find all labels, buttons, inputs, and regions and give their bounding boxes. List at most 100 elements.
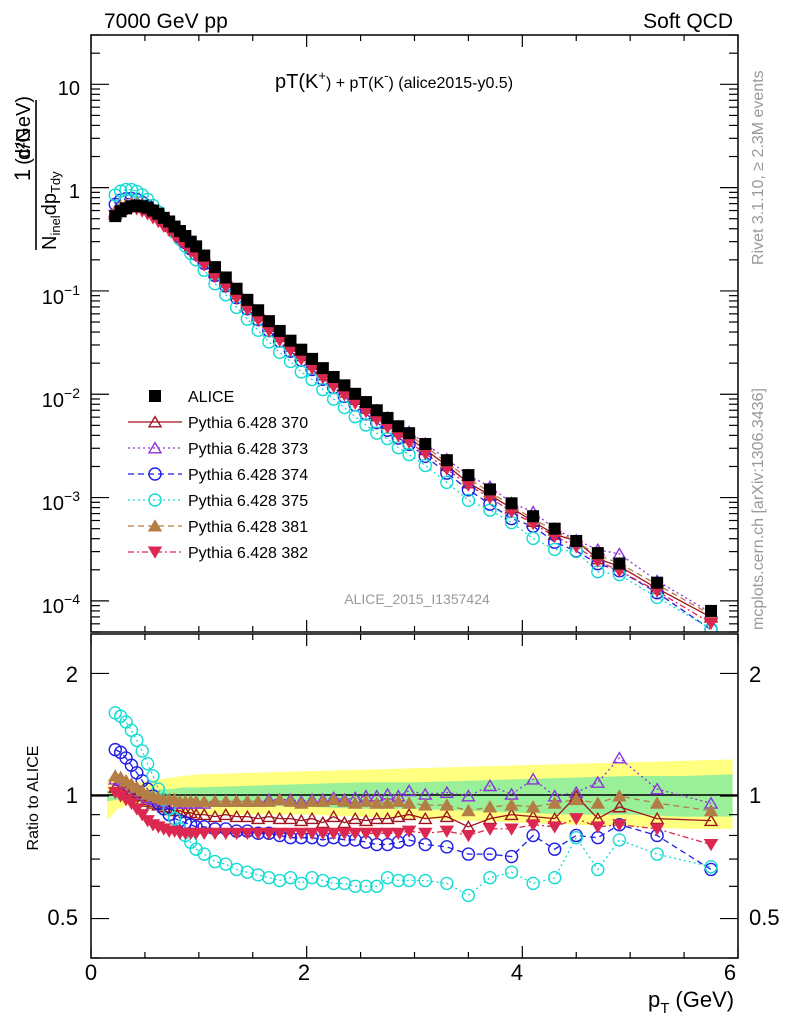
- point-alice: [705, 604, 718, 617]
- ratio-point-p381: [207, 794, 223, 807]
- y-tick-label: 10−2: [42, 385, 80, 412]
- ratio-point-p374: [461, 847, 476, 861]
- ratio-point-p381: [380, 796, 395, 809]
- y-tick-label: 1: [69, 181, 80, 203]
- y-tick-label: 2: [66, 662, 78, 687]
- ratio-point-p370: [369, 811, 384, 825]
- x-axis-label: pT (GeV): [648, 987, 734, 1017]
- ratio-point-p370: [391, 809, 406, 823]
- y-tick-label: 1: [66, 783, 78, 808]
- ratio-point-p381: [612, 789, 627, 802]
- point-alice: [483, 483, 496, 496]
- x-tick-label: 0: [85, 960, 97, 985]
- point-p375: [337, 400, 352, 415]
- legend: ALICE Pythia 6.428 370 Pythia 6.428 373 …: [128, 389, 308, 562]
- y-tick-label: 10−1: [42, 282, 80, 309]
- point-alice: [462, 469, 475, 482]
- ratio-point-p382: [401, 825, 417, 838]
- ratio-point-p370: [294, 813, 309, 827]
- x-tick-label: 6: [724, 960, 736, 985]
- ratio-point-p375: [130, 733, 144, 748]
- ratio-point-p370: [207, 809, 223, 823]
- point-p375: [124, 182, 139, 197]
- point-alice: [190, 240, 203, 253]
- ratio-point-p381: [240, 794, 255, 807]
- ratio-point-p381: [590, 796, 606, 809]
- legend-label: ALICE: [188, 389, 234, 406]
- ratio-point-p382: [504, 823, 519, 836]
- point-alice: [198, 249, 211, 262]
- point-alice: [527, 510, 540, 523]
- ratio-point-p370: [703, 813, 719, 827]
- legend-entry-p373: Pythia 6.428 373: [128, 441, 308, 458]
- ratio-point-p370: [482, 811, 498, 825]
- point-p375: [370, 426, 384, 440]
- ratio-point-p382: [250, 827, 266, 841]
- header-left: 7000 GeV pp: [104, 10, 228, 33]
- point-alice: [219, 271, 232, 284]
- point-alice: [230, 282, 243, 295]
- ratio-point-p382: [134, 809, 150, 822]
- point-alice: [295, 343, 308, 356]
- ratio-point-p374: [547, 842, 562, 856]
- point-alice: [370, 404, 383, 417]
- ratio-point-p370: [439, 809, 455, 823]
- ratio-point-p382: [229, 827, 244, 841]
- ratio-point-p382: [261, 827, 277, 841]
- legend-entry-p374: Pythia 6.428 374: [128, 467, 308, 484]
- ratio-point-p381: [569, 792, 584, 806]
- ratio-point-p373: [590, 775, 606, 788]
- ratio-point-p382: [272, 827, 287, 841]
- x-tick-label: 4: [511, 960, 523, 985]
- point-alice: [570, 534, 583, 547]
- point-alice: [381, 411, 394, 424]
- ratio-point-p382: [418, 827, 433, 841]
- y-tick-label-right: 1: [749, 783, 761, 808]
- ratio-point-p370: [272, 811, 287, 825]
- legend-marker: [148, 493, 162, 507]
- ratio-point-p381: [439, 798, 455, 811]
- ratio-point-p375: [359, 879, 373, 894]
- ratio-point-p381: [504, 798, 519, 811]
- ratio-point-p375: [440, 876, 454, 891]
- y-tick-label: 10−3: [42, 488, 80, 515]
- ratio-point-p375: [283, 870, 298, 885]
- ratio-point-p375: [391, 873, 406, 888]
- ratio-point-p382: [218, 827, 234, 841]
- ratio-point-p382: [240, 827, 255, 841]
- ratio-point-p381: [401, 796, 417, 809]
- ratio-point-p375: [650, 847, 664, 861]
- ratio-point-p382: [326, 827, 341, 841]
- legend-entry-p375: Pythia 6.428 375: [128, 493, 308, 510]
- ratio-point-p375: [348, 879, 362, 894]
- plot-title: pT(K+) + pT(K-) (alice2015-y0.5): [275, 68, 513, 93]
- point-alice: [327, 370, 340, 383]
- ratio-point-p375: [167, 811, 182, 826]
- ratio-point-p381: [418, 798, 433, 811]
- ratio-point-p370: [649, 811, 665, 825]
- ratio-point-p375: [418, 873, 432, 888]
- ratio-point-p381: [261, 794, 277, 807]
- ratio-point-p375: [262, 870, 276, 885]
- ratio-point-p381: [197, 794, 212, 807]
- point-alice: [440, 454, 453, 467]
- ratio-point-p375: [591, 862, 605, 877]
- point-p375: [461, 493, 476, 508]
- point-alice: [403, 427, 416, 440]
- y-tick-label-right: 2: [749, 662, 761, 687]
- ratio-point-p375: [612, 833, 627, 847]
- legend-marker: [147, 546, 163, 559]
- y-tick-label: 0.5: [47, 905, 78, 930]
- legend-label: Pythia 6.428 370: [188, 415, 308, 432]
- ratio-point-p382: [337, 827, 352, 841]
- point-alice: [651, 576, 664, 589]
- ratio-point-p381: [304, 794, 320, 807]
- ratio-point-p375: [504, 865, 519, 879]
- point-alice: [306, 352, 319, 365]
- ratio-point-p381: [229, 794, 244, 807]
- ratio-point-p382: [369, 827, 384, 841]
- ratio-point-p373: [439, 785, 455, 798]
- ratio-point-p373: [612, 751, 627, 764]
- point-alice: [262, 315, 275, 328]
- point-p375: [113, 184, 128, 198]
